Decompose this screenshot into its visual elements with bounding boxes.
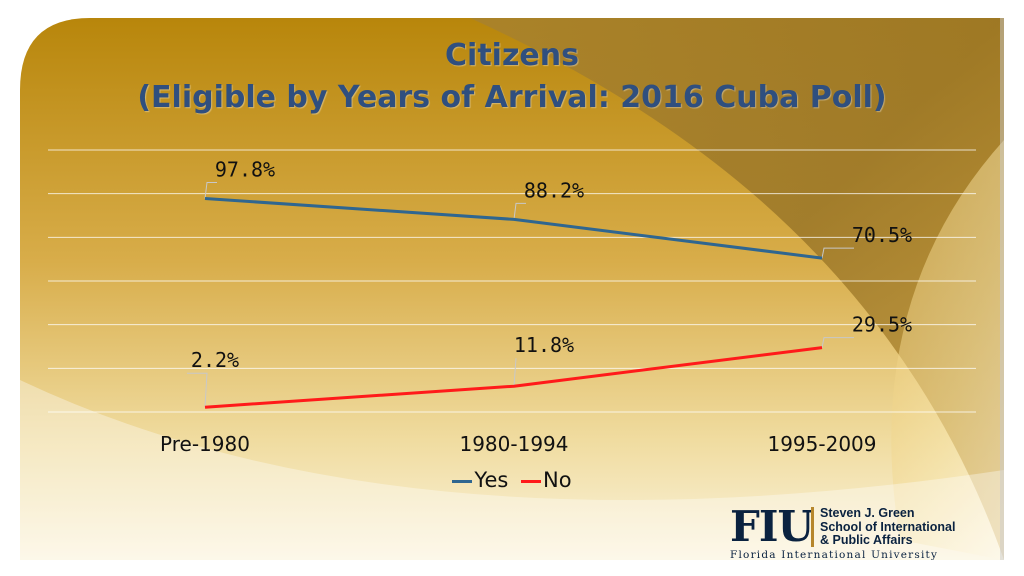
leader-line bbox=[187, 372, 208, 408]
x-tick-label: 1995-2009 bbox=[767, 432, 876, 456]
leader-line bbox=[821, 247, 854, 259]
logo-school-line-2: School of International bbox=[820, 519, 956, 534]
series-line-no bbox=[204, 346, 823, 409]
data-label-yes-1: 97.8% bbox=[215, 157, 275, 181]
logo-school-line-1: Steven J. Green bbox=[820, 506, 915, 520]
leader-line bbox=[513, 202, 526, 220]
fiu-logo-mark: FIU bbox=[730, 502, 814, 551]
leader-line bbox=[821, 337, 854, 348]
data-label-no-3: 29.5% bbox=[852, 313, 912, 337]
leader-line bbox=[513, 358, 517, 387]
leader-line bbox=[204, 182, 217, 199]
legend-swatch-no bbox=[521, 479, 542, 483]
legend-swatch-yes bbox=[452, 479, 473, 483]
logo-school-name: Steven J. Green School of International … bbox=[820, 506, 956, 548]
legend-item-yes: Yes bbox=[452, 468, 508, 492]
x-tick-label: Pre-1980 bbox=[160, 432, 250, 456]
chart-title-line-2: (Eligible by Years of Arrival: 2016 Cuba… bbox=[137, 80, 887, 115]
data-label-yes-2: 88.2% bbox=[524, 178, 584, 202]
legend-label-no: No bbox=[543, 468, 572, 492]
logo-university-name: Florida International University bbox=[730, 549, 939, 561]
chart-legend: Yes No bbox=[0, 468, 1024, 492]
series-line-yes bbox=[204, 197, 823, 260]
data-label-no-1: 2.2% bbox=[191, 348, 239, 372]
legend-label-yes: Yes bbox=[474, 468, 509, 492]
data-label-no-2: 11.8% bbox=[514, 333, 574, 357]
logo-divider bbox=[811, 507, 814, 547]
fiu-logo: FIU Steven J. Green School of Internatio… bbox=[728, 505, 960, 563]
legend-item-no: No bbox=[521, 468, 572, 492]
logo-school-line-3: & Public Affairs bbox=[820, 533, 913, 547]
data-label-yes-3: 70.5% bbox=[852, 223, 912, 247]
x-tick-label: 1980-1994 bbox=[459, 432, 568, 456]
chart-title-line-1: Citizens bbox=[445, 38, 579, 73]
